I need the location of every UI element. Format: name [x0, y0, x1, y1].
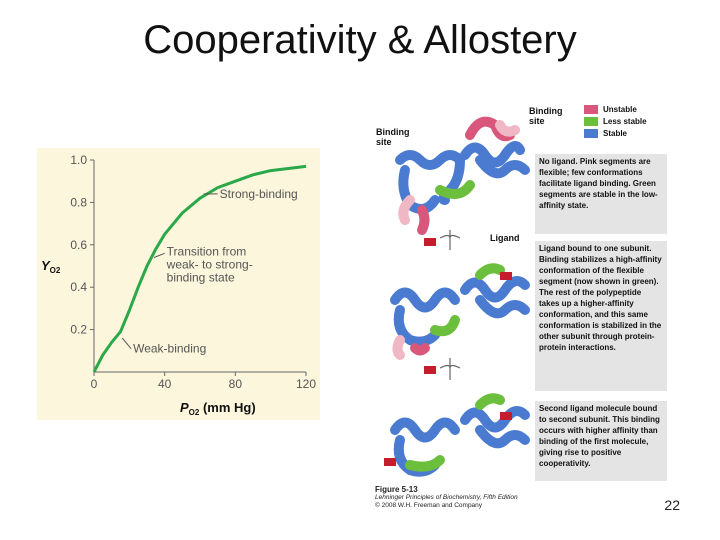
- y-tick-label: 0.4: [70, 280, 87, 294]
- protein-one-ligand: [390, 263, 530, 360]
- legend-swatch-less-stable: [584, 116, 598, 126]
- ligand-label: Ligand: [490, 233, 520, 243]
- annotation-leader: [121, 337, 132, 350]
- x-tick-label: 120: [296, 377, 316, 391]
- annotation-transition: Transition from weak- to strong-binding s…: [166, 244, 253, 284]
- y-tick-label: 0.8: [70, 195, 87, 209]
- x-tick-label: 80: [229, 377, 243, 391]
- annotation-strong-binding: Strong-binding: [220, 187, 298, 201]
- protein-diagram: [384, 116, 530, 477]
- figure-caption: Figure 5-13 Lehninger Principles of Bioc…: [375, 486, 575, 510]
- y-tick-label: 0.2: [70, 323, 87, 337]
- legend-less-stable: Less stable: [584, 115, 647, 127]
- legend-stable: Stable: [584, 127, 647, 139]
- ligand-bound-1: [500, 272, 512, 280]
- x-tick-label: 40: [158, 377, 172, 391]
- legend-label-less-stable: Less stable: [603, 116, 647, 126]
- figure-legend: Unstable Less stable Stable: [584, 103, 647, 139]
- caption-copyright: © 2008 W.H. Freeman and Company: [375, 502, 483, 509]
- panel-text-two-ligands: Second ligand molecule bound to second s…: [535, 401, 667, 481]
- page-number: 22: [664, 497, 680, 513]
- x-axis-label: PO2 (mm Hg): [180, 400, 256, 417]
- oxygen-binding-chart: 0 40 80 120 0.2 0.4 0.6 0.8 1.0 PO2 (mm Hg) YO2 Str…: [37, 148, 320, 420]
- ligand-bound-2a: [500, 412, 512, 420]
- caption-book: Lehninger Principles of Biochemistry, Fi…: [375, 494, 518, 501]
- y-tick-label: 1.0: [70, 153, 87, 167]
- ligand-bound-2b: [384, 458, 396, 466]
- ligand-2: [424, 366, 436, 374]
- ligand-1: [424, 238, 436, 246]
- legend-label-stable: Stable: [603, 128, 628, 138]
- arrow-2: [439, 358, 461, 380]
- legend-label-unstable: Unstable: [603, 104, 637, 114]
- binding-curve: [92, 164, 307, 373]
- allostery-figure: [370, 100, 680, 520]
- caption-figure-number: Figure 5-13: [375, 485, 418, 494]
- protein-two-ligands: [390, 393, 530, 477]
- panel-text-no-ligand: No ligand. Pink segments are flexible; f…: [535, 154, 667, 234]
- annotation-leader: [153, 252, 165, 258]
- y-tick-label: 0.6: [70, 238, 87, 252]
- slide-title: Cooperativity & Allostery: [143, 18, 577, 62]
- chart-canvas: 0 40 80 120 0.2 0.4 0.6 0.8 1.0 PO2 (mm Hg) YO2 Str…: [41, 153, 316, 417]
- protein-no-ligand: [395, 116, 530, 235]
- legend-unstable: Unstable: [584, 103, 647, 115]
- legend-swatch-stable: [584, 128, 598, 138]
- binding-site-label-left: Binding site: [376, 127, 410, 147]
- annotation-weak-binding: Weak-binding: [133, 342, 206, 356]
- x-tick-label: 0: [91, 377, 98, 391]
- legend-swatch-unstable: [584, 104, 598, 114]
- y-axis-label: YO2: [41, 258, 61, 275]
- panel-text-one-ligand: Ligand bound to one subunit. Binding sta…: [535, 241, 667, 391]
- binding-site-label-right: Binding site: [529, 106, 563, 126]
- arrow-1: [439, 230, 461, 250]
